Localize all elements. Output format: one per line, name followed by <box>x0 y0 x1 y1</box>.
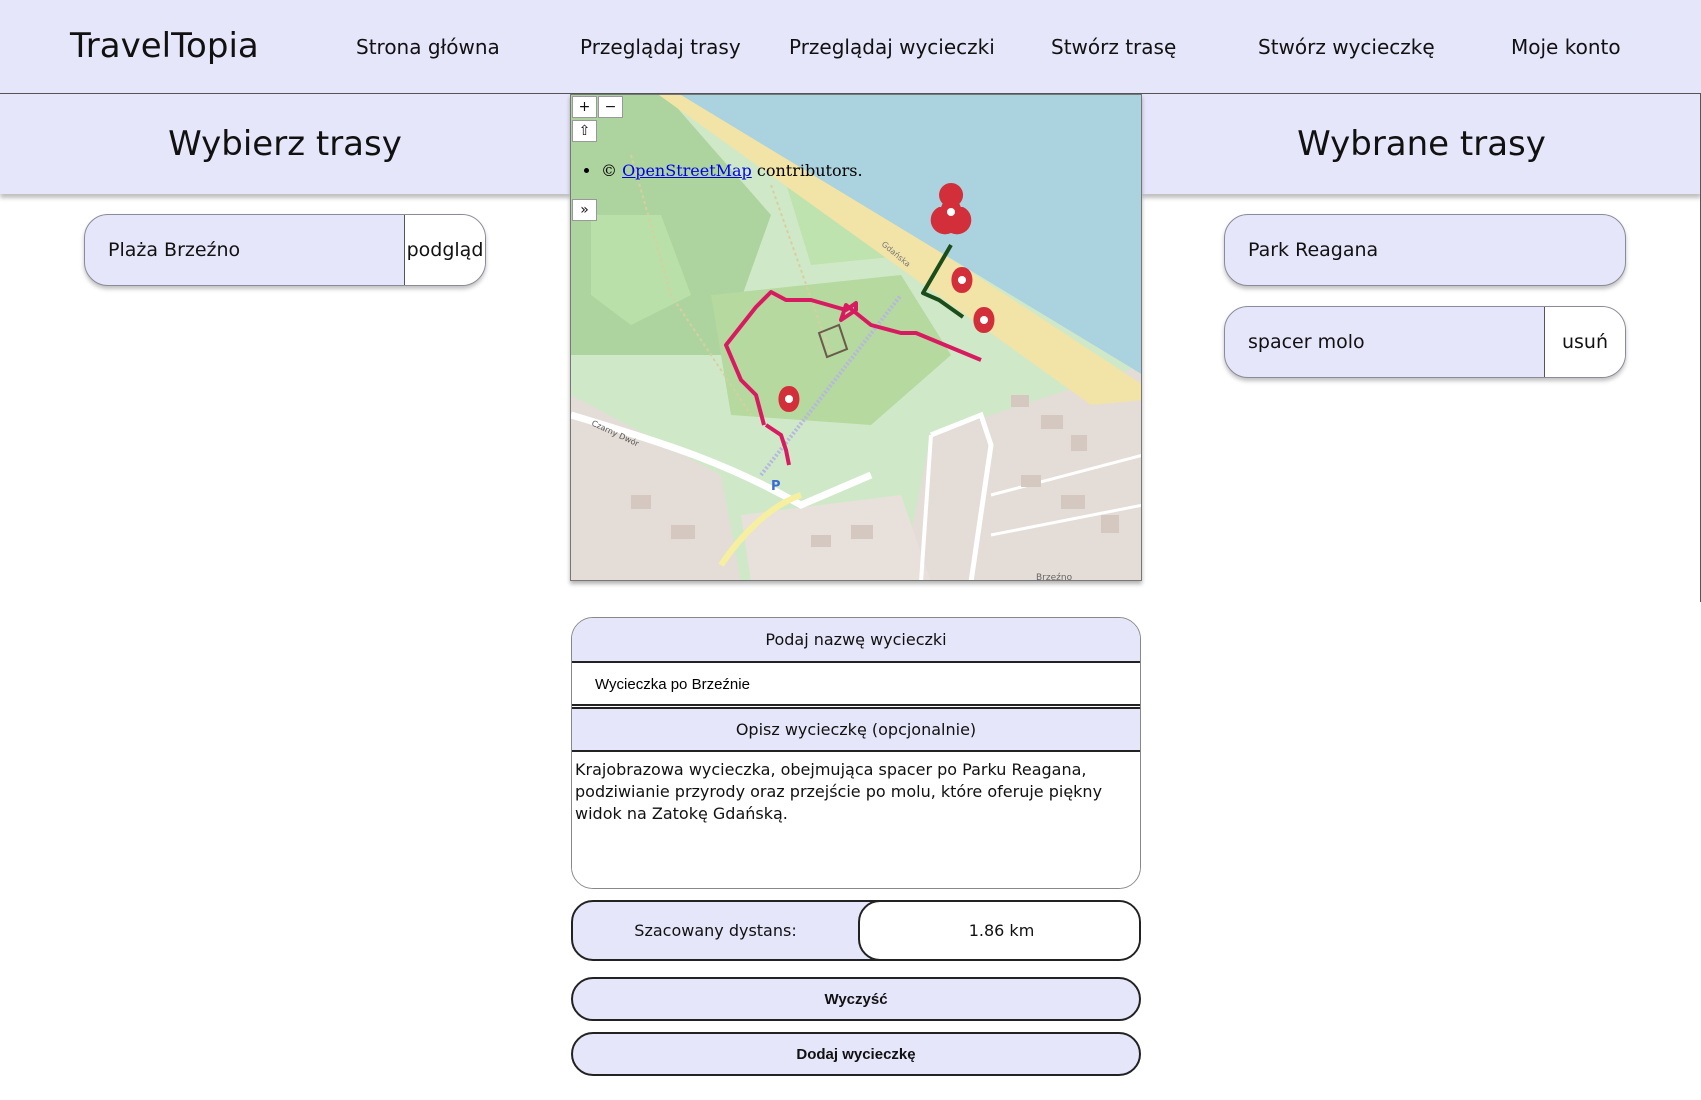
add-trip-button[interactable]: Dodaj wycieczkę <box>571 1032 1141 1076</box>
nav-create-route[interactable]: Stwórz trasę <box>1051 35 1177 59</box>
osm-link[interactable]: OpenStreetMap <box>622 161 752 180</box>
available-route-card: Plaża Brzeźno podgląd <box>84 214 486 286</box>
selected-route-card: spacer molo usuń <box>1224 306 1626 378</box>
distance-display: Szacowany dystans: 1.86 km <box>571 900 1141 961</box>
remove-button[interactable]: usuń <box>1544 307 1625 377</box>
selected-route-card: Park Reagana <box>1224 214 1626 286</box>
site-logo[interactable]: TravelTopia <box>70 26 259 66</box>
svg-text:Brzeźno: Brzeźno <box>1036 573 1073 581</box>
route-name: Park Reagana <box>1248 239 1379 261</box>
trip-form: Podaj nazwę wycieczki Opisz wycieczkę (o… <box>571 617 1141 889</box>
route-name: spacer molo <box>1248 331 1365 353</box>
trip-name-label: Podaj nazwę wycieczki <box>572 618 1140 663</box>
top-navbar: TravelTopia Strona główna Przeglądaj tra… <box>0 0 1701 94</box>
parking-icon: P <box>771 479 781 494</box>
nav-browse-trips[interactable]: Przeglądaj wycieczki <box>789 35 995 59</box>
nav-create-trip[interactable]: Stwórz wycieczkę <box>1258 35 1435 59</box>
distance-label: Szacowany dystans: <box>634 921 797 940</box>
trip-description-label: Opisz wycieczkę (opcjonalnie) <box>572 707 1140 752</box>
choose-routes-heading: Wybierz trasy <box>0 94 570 194</box>
nav-home[interactable]: Strona główna <box>356 35 500 59</box>
map-tiles: P Gdańska Czarny Dwór Brzeźno <box>571 95 1141 581</box>
route-map[interactable]: P Gdańska Czarny Dwór Brzeźno + − ⇧ » © … <box>570 94 1142 581</box>
zoom-in-button[interactable]: + <box>572 96 597 118</box>
map-attribution: © OpenStreetMap contributors. <box>601 161 863 180</box>
route-name: Plaża Brzeźno <box>108 239 241 261</box>
nav-browse-routes[interactable]: Przeglądaj trasy <box>580 35 741 59</box>
clear-button[interactable]: Wyczyść <box>571 977 1141 1021</box>
home-icon[interactable]: ⇧ <box>572 120 597 142</box>
layers-toggle-button[interactable]: » <box>572 199 597 221</box>
selected-routes-heading: Wybrane trasy <box>1142 94 1701 194</box>
trip-description-textarea[interactable]: Krajobrazowa wycieczka, obejmująca space… <box>572 754 1140 888</box>
distance-value: 1.86 km <box>858 902 1139 959</box>
zoom-out-button[interactable]: − <box>598 96 623 118</box>
trip-name-input[interactable] <box>572 664 1140 706</box>
preview-button[interactable]: podgląd <box>404 215 485 285</box>
nav-my-account[interactable]: Moje konto <box>1511 35 1621 59</box>
